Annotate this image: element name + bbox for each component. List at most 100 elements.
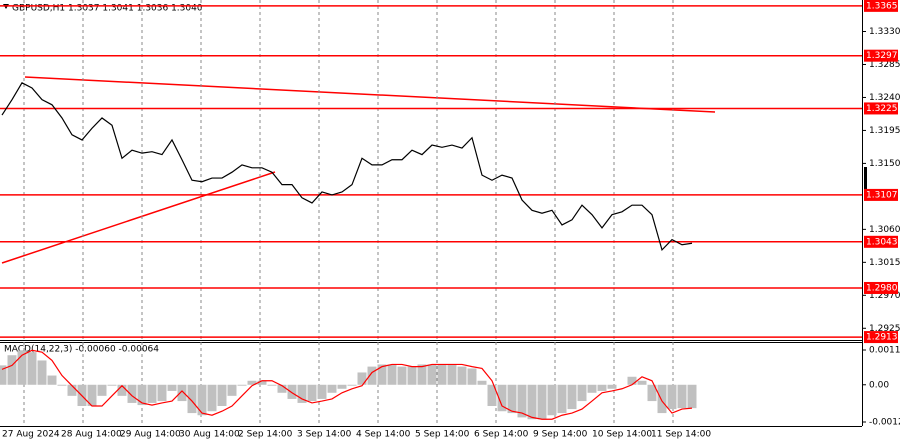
- histogram-bar: [577, 384, 587, 402]
- histogram-bar: [407, 366, 417, 385]
- histogram-bar: [227, 384, 237, 396]
- y-tick-label: 1.3330: [869, 27, 900, 37]
- histogram-bar: [387, 364, 397, 385]
- x-tick-label: 6 Sep 14:00: [474, 430, 529, 440]
- histogram-bar: [637, 380, 647, 385]
- y-tick-label: 1.3015: [869, 258, 900, 268]
- x-tick-label: 9 Sep 14:00: [533, 430, 588, 440]
- histogram-bar: [467, 368, 477, 385]
- histogram-bar: [317, 384, 327, 399]
- y-tick-label: 1.3060: [869, 225, 900, 235]
- histogram-bar: [477, 380, 487, 385]
- histogram-bar: [527, 384, 537, 420]
- level-label: 1.3043: [866, 237, 898, 247]
- x-tick-label: 4 Sep 14:00: [356, 430, 411, 440]
- histogram-bar: [627, 376, 637, 385]
- level-label-box: [864, 49, 898, 62]
- histogram-bar: [257, 380, 267, 385]
- histogram-bar: [497, 384, 507, 412]
- histogram-bar: [547, 384, 557, 416]
- histogram-bar: [87, 384, 97, 406]
- histogram-bar: [507, 384, 517, 414]
- histogram-bar: [517, 384, 527, 418]
- histogram-bar: [677, 384, 687, 409]
- histogram-bar: [457, 366, 467, 385]
- histogram-bar: [647, 384, 657, 402]
- histogram-bar: [557, 384, 567, 414]
- histogram-bar: [57, 384, 67, 386]
- x-tick-label: 11 Sep 14:00: [651, 430, 711, 440]
- level-label: 1.3107: [866, 190, 898, 200]
- y-tick-label: 0.00: [869, 380, 889, 390]
- histogram-bar: [27, 352, 37, 385]
- histogram-bar: [657, 384, 667, 414]
- y-tick-label: 1.3285: [869, 60, 900, 70]
- histogram-bar: [437, 364, 447, 385]
- y-tick-label: 1.2970: [869, 291, 900, 301]
- histogram-bar: [127, 384, 137, 403]
- level-label: 1.3365: [866, 1, 898, 11]
- histogram-bar: [567, 384, 577, 410]
- histogram-bar: [147, 384, 157, 403]
- histogram-bar: [0, 365, 7, 385]
- histogram-bar: [487, 384, 497, 406]
- x-tick-label: 10 Sep 14:00: [592, 430, 652, 440]
- histogram-bar: [337, 384, 347, 389]
- histogram-bar: [37, 360, 47, 385]
- y-tick-label: 0.00113: [869, 346, 900, 356]
- histogram-bar: [47, 375, 57, 385]
- histogram-bar: [207, 384, 217, 412]
- histogram-bar: [397, 366, 407, 385]
- histogram-bar: [237, 384, 247, 386]
- histogram-bar: [97, 384, 107, 396]
- x-tick-label: 3 Sep 14:00: [297, 430, 352, 440]
- histogram-bar: [327, 384, 337, 393]
- x-tick-label: 29 Aug 14:00: [120, 430, 181, 440]
- indicator-title: MACD(14,22,3) -0.00060 -0.00064: [4, 345, 159, 355]
- histogram-bar: [417, 364, 427, 385]
- x-tick-label: 28 Aug 14:00: [61, 430, 122, 440]
- histogram-bar: [347, 384, 357, 386]
- histogram-bar: [587, 384, 597, 393]
- level-label-box: [864, 281, 898, 294]
- price-line: [1, 82, 693, 252]
- y-tick-label: -0.00121: [869, 418, 900, 428]
- y-tick-label: 1.3240: [869, 93, 900, 103]
- trend-line: [24, 76, 716, 113]
- level-label: 1.2913: [866, 333, 898, 343]
- x-tick-label: 5 Sep 14:00: [415, 430, 470, 440]
- x-tick-label: 2 Sep 14:00: [238, 430, 293, 440]
- histogram-bar: [597, 384, 607, 391]
- histogram-bar: [157, 384, 167, 402]
- level-label-box: [864, 102, 898, 115]
- histogram-bar: [287, 384, 297, 399]
- y-tick-label: 1.2925: [869, 324, 900, 334]
- histogram-bar: [197, 384, 207, 416]
- y-tick-label: 1.3195: [869, 126, 900, 136]
- histogram-bar: [7, 355, 17, 385]
- histogram-bar: [357, 372, 367, 385]
- histogram-bar: [177, 384, 187, 402]
- x-tick-label: 27 Aug 2024: [2, 430, 60, 440]
- histogram-bar: [367, 366, 377, 385]
- trend-line: [1, 171, 276, 264]
- signal-line: [1, 349, 693, 420]
- histogram-bar: [167, 384, 177, 391]
- level-label-box: [864, 235, 898, 248]
- chart-title: GBPUSD,H1 1.3037 1.3041 1.3036 1.3040: [12, 4, 203, 14]
- histogram-bar: [67, 384, 77, 396]
- histogram-bar: [137, 384, 147, 406]
- histogram-bar: [107, 384, 117, 386]
- histogram-bar: [217, 384, 227, 406]
- histogram-bar: [687, 384, 697, 409]
- y-tick-label: 1.3150: [869, 159, 900, 169]
- histogram-bar: [17, 350, 27, 385]
- level-label-box: [864, 0, 898, 12]
- level-label-box: [864, 331, 898, 344]
- histogram-bar: [247, 380, 257, 385]
- histogram-bar: [297, 384, 307, 403]
- histogram-bar: [607, 384, 617, 389]
- histogram-bar: [277, 384, 287, 393]
